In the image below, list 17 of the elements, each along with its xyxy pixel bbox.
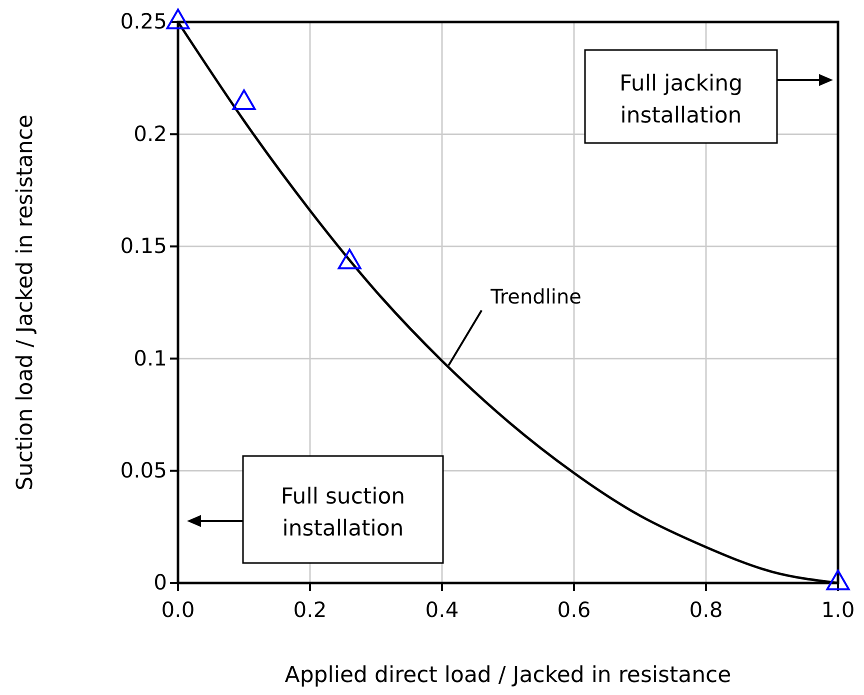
x-tick-label: 0.6 — [557, 598, 591, 622]
y-tick-label: 0.2 — [134, 122, 167, 146]
x-tick-label: 0.4 — [425, 598, 459, 622]
x-tick-label: 0.0 — [161, 598, 195, 622]
y-axis-title: Suction load / Jacked in resistance — [13, 114, 38, 490]
x-tick-label: 0.2 — [293, 598, 327, 622]
annotation: Full jacking installation — [619, 72, 743, 128]
y-tick-label: 0.05 — [120, 458, 167, 483]
annotation: Full suction installation — [280, 484, 406, 542]
x-tick-label: 1.0 — [821, 598, 855, 622]
y-tick-label: 0 — [154, 570, 167, 595]
x-tick-label: 0.8 — [689, 598, 723, 622]
y-tick-label: 0.15 — [120, 234, 167, 258]
x-axis-title: Applied direct load / Jacked in resistance — [284, 663, 732, 688]
y-tick-label: 0.25 — [120, 10, 167, 34]
y-tick-label: 0.1 — [134, 346, 167, 370]
annotation: Trendline — [490, 284, 582, 308]
